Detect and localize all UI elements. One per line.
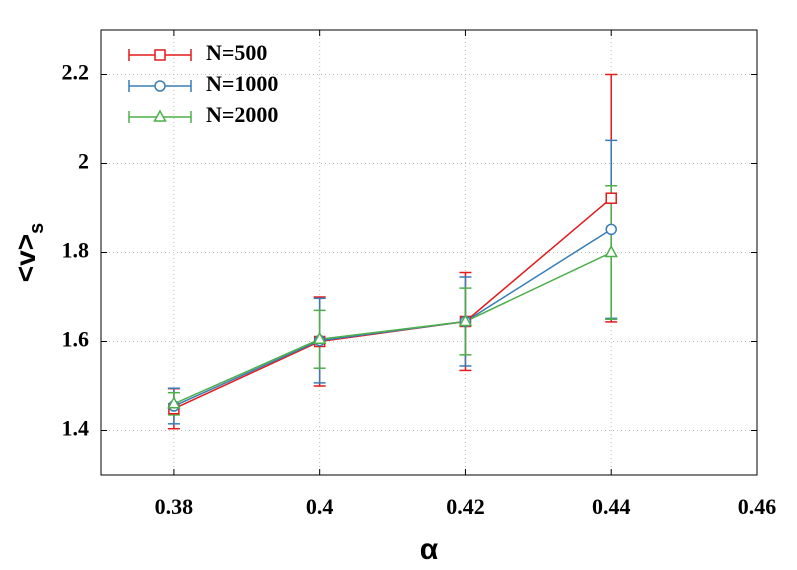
plot-frame [100, 29, 758, 476]
x-tick-label: 0.4 [306, 494, 334, 519]
marker [154, 49, 166, 61]
legend-entry: N=500 [128, 40, 267, 65]
legend-label: N=1000 [206, 71, 278, 96]
x-tick-label: 0.44 [592, 494, 631, 519]
x-tick-label: 0.46 [738, 494, 777, 519]
legend-entry: N=2000 [128, 102, 278, 127]
y-tick-label: 2.2 [62, 60, 90, 85]
legend-entry: N=1000 [128, 71, 278, 96]
marker [604, 244, 618, 258]
x-tick-label: 0.38 [155, 494, 194, 519]
y-tick-label: 2 [78, 149, 89, 174]
x-tick-label: 0.42 [446, 494, 485, 519]
y-tick-label: 1.4 [62, 416, 90, 441]
y-axis-label: <v>s [10, 223, 48, 282]
marker [605, 223, 617, 236]
y-axis-label-sub: s [26, 223, 48, 234]
y-tick-label: 1.8 [62, 238, 90, 263]
legend-label: N=2000 [206, 102, 278, 127]
y-tick-label: 1.6 [62, 327, 90, 352]
marker [153, 109, 167, 122]
marker [154, 80, 166, 92]
marker [167, 396, 181, 409]
marker [458, 313, 473, 327]
y-axis-label-main: <v> [10, 234, 41, 282]
marker [312, 331, 327, 345]
legend-label: N=500 [206, 40, 267, 65]
series-line [173, 228, 612, 407]
series-line [173, 251, 612, 405]
marker [605, 192, 617, 204]
x-axis-label: α [420, 533, 439, 566]
